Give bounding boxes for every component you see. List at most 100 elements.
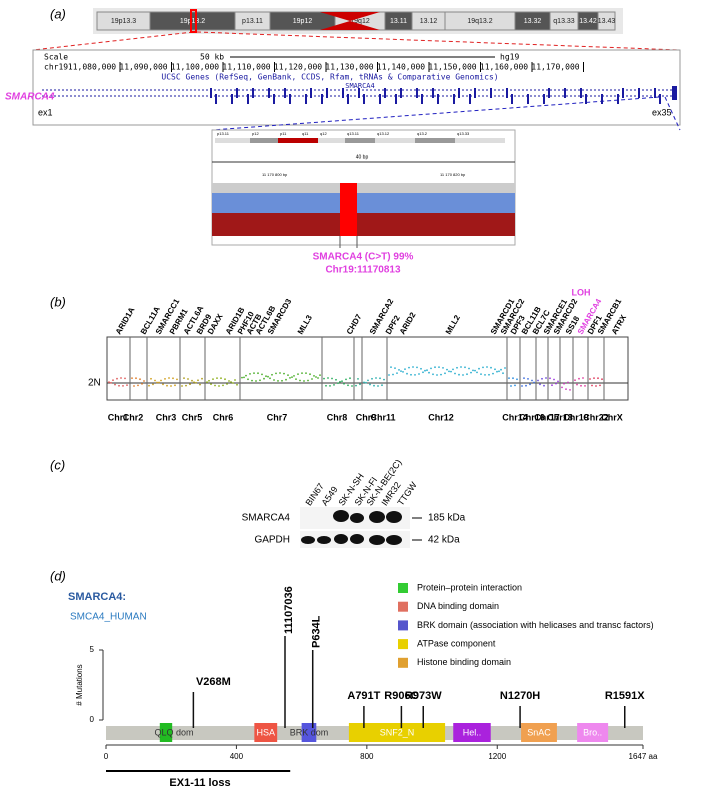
cn-point — [440, 373, 442, 376]
cn-point — [373, 384, 375, 387]
domain — [453, 723, 491, 742]
gene-label: ARID1A — [114, 306, 137, 336]
exon — [252, 88, 254, 98]
blot-name: SMARCA4 — [242, 513, 291, 524]
cn-point — [555, 382, 557, 385]
blot-name: GAPDH — [254, 535, 290, 546]
cn-point — [289, 377, 291, 379]
ideogram-highlight — [190, 9, 197, 33]
cn-point — [428, 371, 430, 374]
zoom-line — [196, 31, 681, 51]
cn-point — [371, 377, 373, 380]
cn-point — [396, 372, 398, 374]
ideogram-label: 19p13.2 — [180, 18, 205, 25]
cn-point — [375, 377, 377, 379]
cn-point — [236, 383, 238, 386]
legend-label: Protein–protein interaction — [417, 582, 522, 592]
cn-point — [303, 380, 305, 382]
panel-label: (c) — [50, 457, 65, 472]
cn-point — [181, 385, 183, 387]
loh-label: LOH — [572, 287, 591, 297]
ideogram-label: 13.12 — [420, 18, 438, 25]
gene-track-name: SMARCA4 — [345, 82, 375, 90]
cn-point — [593, 377, 595, 379]
igv-band — [345, 138, 375, 143]
cn-point — [265, 375, 267, 378]
cn-point — [490, 366, 492, 369]
coord-label: 11,160,000 — [480, 63, 528, 72]
cn-point — [365, 381, 367, 384]
chrom-label: Chr5 — [182, 412, 203, 422]
cn-point — [510, 385, 512, 387]
cn-point — [345, 378, 347, 381]
cn-point — [166, 384, 168, 387]
cn-point — [224, 378, 226, 381]
cn-point — [176, 378, 178, 381]
exon-label: ex35 — [652, 107, 672, 117]
zoom-line — [211, 96, 661, 131]
cn-point — [474, 369, 476, 372]
assembly: hg19 — [500, 53, 519, 62]
cn-point — [206, 381, 208, 384]
cn-point — [241, 376, 243, 379]
y-axis-label: # Mutations — [75, 664, 84, 705]
domain — [577, 723, 609, 742]
cn-point — [410, 373, 412, 376]
chrom-label: chr19: — [44, 63, 73, 72]
igv-band-label: q13.33 — [457, 131, 470, 136]
domain-label: SnAC — [527, 727, 551, 737]
domain — [348, 723, 446, 742]
cn-point — [122, 385, 124, 387]
x-tick-label: 1647 aa — [629, 752, 658, 761]
cn-point — [359, 383, 361, 386]
cn-point — [234, 379, 236, 381]
cn-point — [418, 373, 420, 375]
uniprot-id: SMCA4_HUMAN — [70, 612, 147, 623]
ideogram-label: 13.43 — [598, 18, 616, 25]
exon — [672, 86, 677, 100]
cn-point — [472, 369, 474, 372]
chrom-label: Chr9 — [356, 412, 377, 422]
cn-point — [110, 381, 112, 384]
cn-point — [392, 373, 394, 376]
x-tick-label: 800 — [360, 752, 374, 761]
exon — [654, 88, 656, 98]
coord-label: 11,090,000 — [119, 63, 167, 72]
cn-point — [591, 384, 593, 387]
ideogram-label: 13.11 — [390, 18, 407, 25]
igv-band — [215, 138, 250, 143]
cn-point — [448, 370, 450, 373]
exon — [580, 88, 582, 98]
exon — [268, 88, 270, 98]
exon — [437, 94, 439, 104]
cn-point — [452, 368, 454, 371]
cn-point — [131, 377, 133, 379]
cn-point — [277, 380, 279, 382]
cn-point — [466, 373, 468, 376]
exon — [458, 88, 460, 98]
igv-band-label: p12 — [252, 131, 259, 136]
cn-point — [355, 384, 357, 387]
gene-label: CHD7 — [345, 312, 364, 336]
cn-point — [369, 383, 371, 386]
cn-point — [210, 383, 212, 385]
cn-point — [162, 383, 164, 386]
exon-label: ex1 — [38, 107, 53, 117]
cn-point — [116, 377, 118, 380]
cn-point — [299, 379, 301, 382]
cn-point — [460, 366, 462, 368]
cn-point — [367, 379, 369, 382]
cn-point — [243, 376, 245, 379]
exon — [543, 94, 545, 104]
cn-point — [174, 384, 176, 387]
cn-point — [148, 384, 150, 387]
igv-band — [455, 138, 505, 143]
cn-point — [347, 384, 349, 387]
cn-point — [118, 384, 120, 387]
exon — [395, 94, 397, 104]
coord-label: 11,110,000 — [222, 63, 270, 72]
cn-point — [516, 378, 518, 381]
igv-band — [300, 138, 318, 143]
cn-point — [599, 384, 601, 387]
coord-label: 11,140,000 — [377, 63, 425, 72]
